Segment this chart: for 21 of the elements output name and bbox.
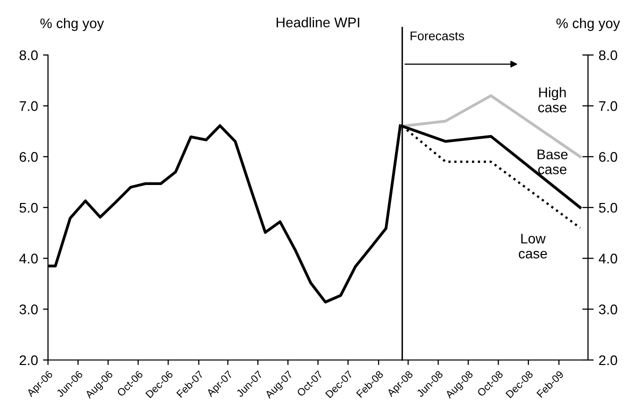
y2-tick-label: 5.0: [598, 202, 618, 213]
y2-tick-label: 4.0: [598, 254, 618, 264]
series-label: Base case: [538, 150, 568, 174]
series-label: Low case: [518, 234, 547, 258]
y-tick-label: 8.0: [20, 50, 38, 60]
y-tick-label: 5.0: [20, 202, 38, 213]
y2-tick-label: 3.0: [598, 304, 618, 314]
y2-axis-title: % chg yoy: [556, 18, 620, 31]
series-label: High case: [538, 87, 566, 112]
y-tick-label: 3.0: [20, 304, 38, 314]
y-tick-label: 7.0: [20, 101, 38, 112]
ref-line-label: Forecasts: [410, 32, 464, 40]
y2-tick-label: 8.0: [599, 50, 618, 60]
chart-title: Headline WPI: [276, 17, 360, 28]
y-axis-title: % chg yoy: [40, 18, 104, 31]
y-tick-label: 2.0: [20, 355, 38, 366]
y2-tick-label: 2.0: [599, 355, 618, 366]
y-tick-label: 4.0: [19, 254, 38, 264]
y2-tick-label: 6.0: [599, 152, 618, 162]
y-tick-label: 6.0: [20, 152, 38, 162]
y2-tick-label: 7.0: [599, 101, 618, 112]
